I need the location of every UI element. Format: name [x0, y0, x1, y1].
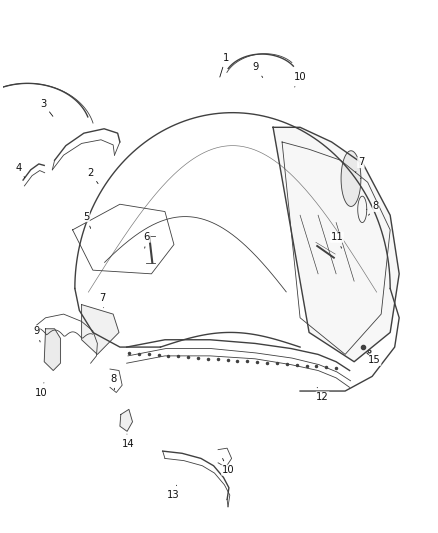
Text: 15: 15 — [367, 353, 381, 365]
Text: 12: 12 — [316, 387, 329, 402]
Text: 10: 10 — [294, 72, 307, 87]
Text: 6: 6 — [144, 232, 150, 248]
Text: 1: 1 — [220, 53, 229, 77]
Text: 4: 4 — [15, 163, 25, 177]
Text: 13: 13 — [167, 485, 180, 500]
Text: 7: 7 — [99, 293, 105, 308]
Text: 8: 8 — [110, 374, 116, 390]
Text: 10: 10 — [222, 458, 234, 475]
Text: 7: 7 — [356, 157, 364, 173]
Text: 2: 2 — [88, 168, 98, 184]
Polygon shape — [44, 329, 60, 370]
Text: 3: 3 — [40, 99, 53, 116]
Text: 14: 14 — [122, 434, 134, 449]
Polygon shape — [120, 409, 133, 431]
Polygon shape — [81, 304, 119, 354]
Polygon shape — [341, 151, 361, 206]
Text: 10: 10 — [35, 383, 47, 398]
Text: 8: 8 — [368, 201, 379, 215]
Polygon shape — [273, 127, 399, 362]
Text: 11: 11 — [331, 232, 343, 248]
Text: 9: 9 — [33, 326, 40, 342]
Text: 5: 5 — [83, 212, 91, 229]
Text: 9: 9 — [253, 62, 263, 77]
